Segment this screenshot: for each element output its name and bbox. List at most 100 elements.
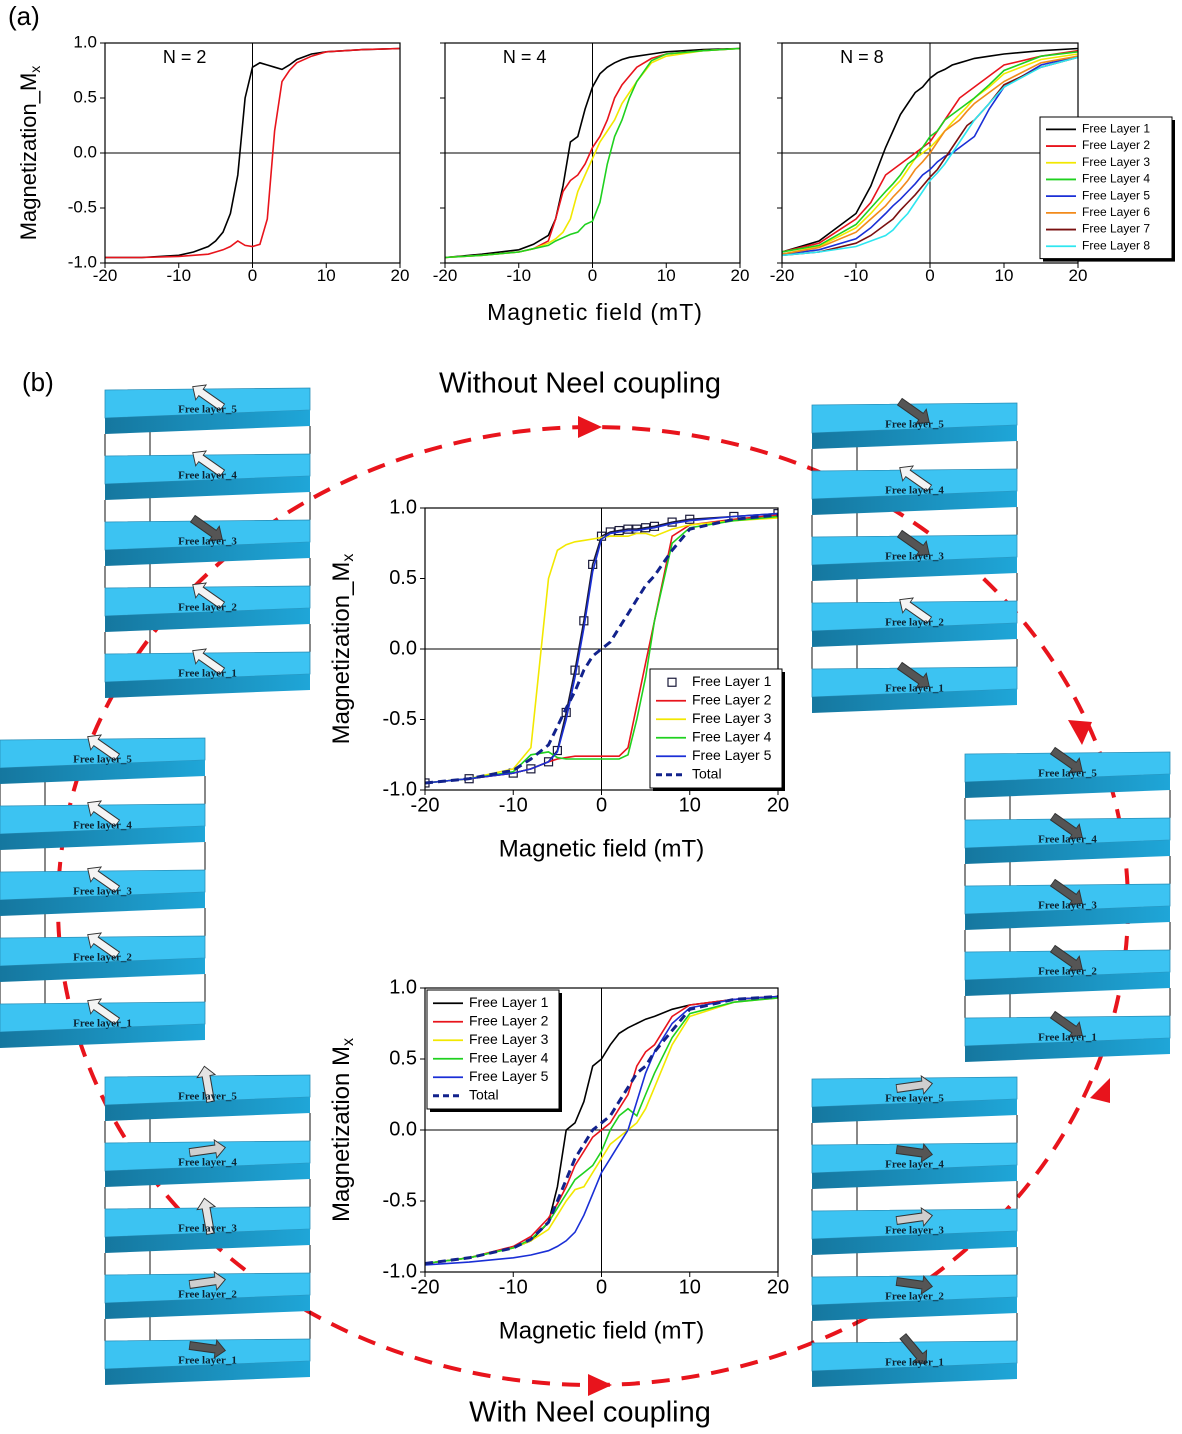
y-axis-label: Magnetization_Mx [328,554,357,745]
arrow-head [1068,720,1092,745]
layer-label: Free layer_4 [885,1159,944,1171]
slab-front [0,892,205,916]
y-tick-label: 0.5 [389,567,417,589]
magnetization-arrow [188,1138,227,1159]
slab-front [0,1024,205,1048]
layer-label: Free layer_2 [178,1289,237,1301]
magnetization-arrow [87,998,121,1026]
layer-label: Free layer_3 [178,536,237,548]
slab-front [105,1163,310,1187]
layer-label: Free layer_1 [73,1018,132,1030]
legend-label: Free Layer 8 [1082,238,1150,252]
magnetization-arrow [896,661,930,689]
chart: -20 -10 0 10 20 -1.0 -0.5 0.0 0.5 1.0 N = 2 [68,32,410,285]
magnetization-arrow [188,1339,227,1360]
y-tick-label: -0.5 [383,1189,417,1211]
x-tick-label: -20 [770,266,795,285]
magnetization-arrow [896,397,930,425]
layer-label: Free layer_4 [1038,834,1097,846]
magnetization-arrow [196,1197,217,1235]
data-point [623,524,633,534]
layer-label: Free layer_5 [178,404,237,416]
legend: Free Layer 1 Free Layer 2 Free Layer 3 Free… [426,989,562,1112]
x-tick-label: 20 [731,266,750,285]
charts: -20 -10 0 10 20 -1.0 -0.5 0.0 0.5 1.0 N = 2 -20 -10 0… [68,32,1175,1344]
chart: -20 -10 0 10 20 -1.0 -0.5 0.0 0.5 1.0 Magnetic fie… [328,496,789,862]
data-line [105,47,400,259]
plot-frame [104,42,401,264]
arrow-head [1090,1078,1110,1103]
slab-front [105,1229,310,1253]
y-tick-label: -0.5 [68,197,97,216]
legend-box [1039,116,1173,260]
y-tick-label: 1.0 [389,976,417,998]
x-tick-label: 10 [317,266,336,285]
section-title: Without Neel coupling [439,368,721,400]
slab-front [812,623,1017,647]
x-axis-label: Magnetic field (mT) [499,835,704,862]
layer-label: Free layer_5 [1038,768,1097,780]
data-line [425,512,778,784]
legend-label: Free Layer 6 [1082,205,1150,219]
layer-label: Free layer_1 [178,668,237,680]
legend: Free Layer 1 Free Layer 2 Free Layer 3 Free… [649,668,785,791]
magnetization-arrow [189,514,223,542]
x-tick-label: -10 [499,794,528,816]
slab-front [812,689,1017,713]
data-line [425,995,778,1265]
y-tick-label: -0.5 [383,708,417,730]
y-tick-label: -1.0 [383,1260,417,1282]
layer-label: Free layer_1 [885,1357,944,1369]
y-tick-label: 0.0 [73,142,97,161]
data-point [685,514,695,524]
y-tick-label: -1.0 [68,252,97,271]
legend-label: Total [692,765,722,781]
layer-stack: Free layer_5 Free layer_4 Free layer_3 Free… [0,734,206,1048]
y-tick-label: 0.5 [389,1047,417,1069]
magnetization-arrow [1049,746,1083,774]
x-tick-label: 0 [588,266,597,285]
arrow-head [588,1374,612,1396]
x-tick-label: 10 [995,266,1014,285]
y-axis-label-text: Magnetization M [328,1046,355,1222]
magnetization-arrow [87,932,121,960]
layer-stack: Free layer_5 Free layer_4 Free layer_3 Free… [811,1074,1018,1387]
layer-label: Free layer_5 [885,419,944,431]
y-axis-label: Magnetization_Mx [16,66,43,241]
legend-label: Free Layer 5 [692,747,772,763]
x-tick-label: -10 [844,266,869,285]
layer-label: Free layer_4 [178,470,237,482]
layer-label: Free layer_2 [1038,966,1097,978]
slab-front [105,1361,310,1385]
layer-label: Free layer_3 [1038,900,1097,912]
layer-stack: Free layer_5 Free layer_4 Free layer_3 Free… [964,746,1171,1062]
legend-label: Total [469,1086,499,1102]
plot-frame [424,987,779,1273]
legend-label: Free Layer 4 [1082,172,1150,186]
slab-front [965,906,1170,930]
magnetization-arrow [1049,1010,1083,1038]
data-point [543,757,554,767]
x-tick-label: 0 [248,266,257,285]
slab-front [105,1097,310,1121]
slab-front [812,1231,1017,1255]
legend-label: Free Layer 2 [469,1012,549,1028]
layer-label: Free layer_1 [1038,1032,1097,1044]
plot-frame [444,42,741,264]
panel-label: (b) [22,367,54,397]
legend-label: Free Layer 1 [692,673,772,689]
data-line [425,513,778,785]
slab-front [812,1363,1017,1387]
data-line [782,55,1078,255]
layer-label: Free layer_4 [73,820,132,832]
y-axis-label-sub: x [340,1038,357,1046]
data-line [445,47,740,259]
y-tick-label: 0.0 [389,637,417,659]
annotation: N = 8 [840,47,884,67]
magnetization-arrow [192,450,226,478]
layer-label: Free layer_1 [178,1355,237,1367]
layer-stacks: Free layer_5 Free layer_4 Free layer_3 Free… [0,384,1171,1387]
series-group [782,47,1078,257]
data-line [782,49,1078,253]
series-group [105,47,400,259]
